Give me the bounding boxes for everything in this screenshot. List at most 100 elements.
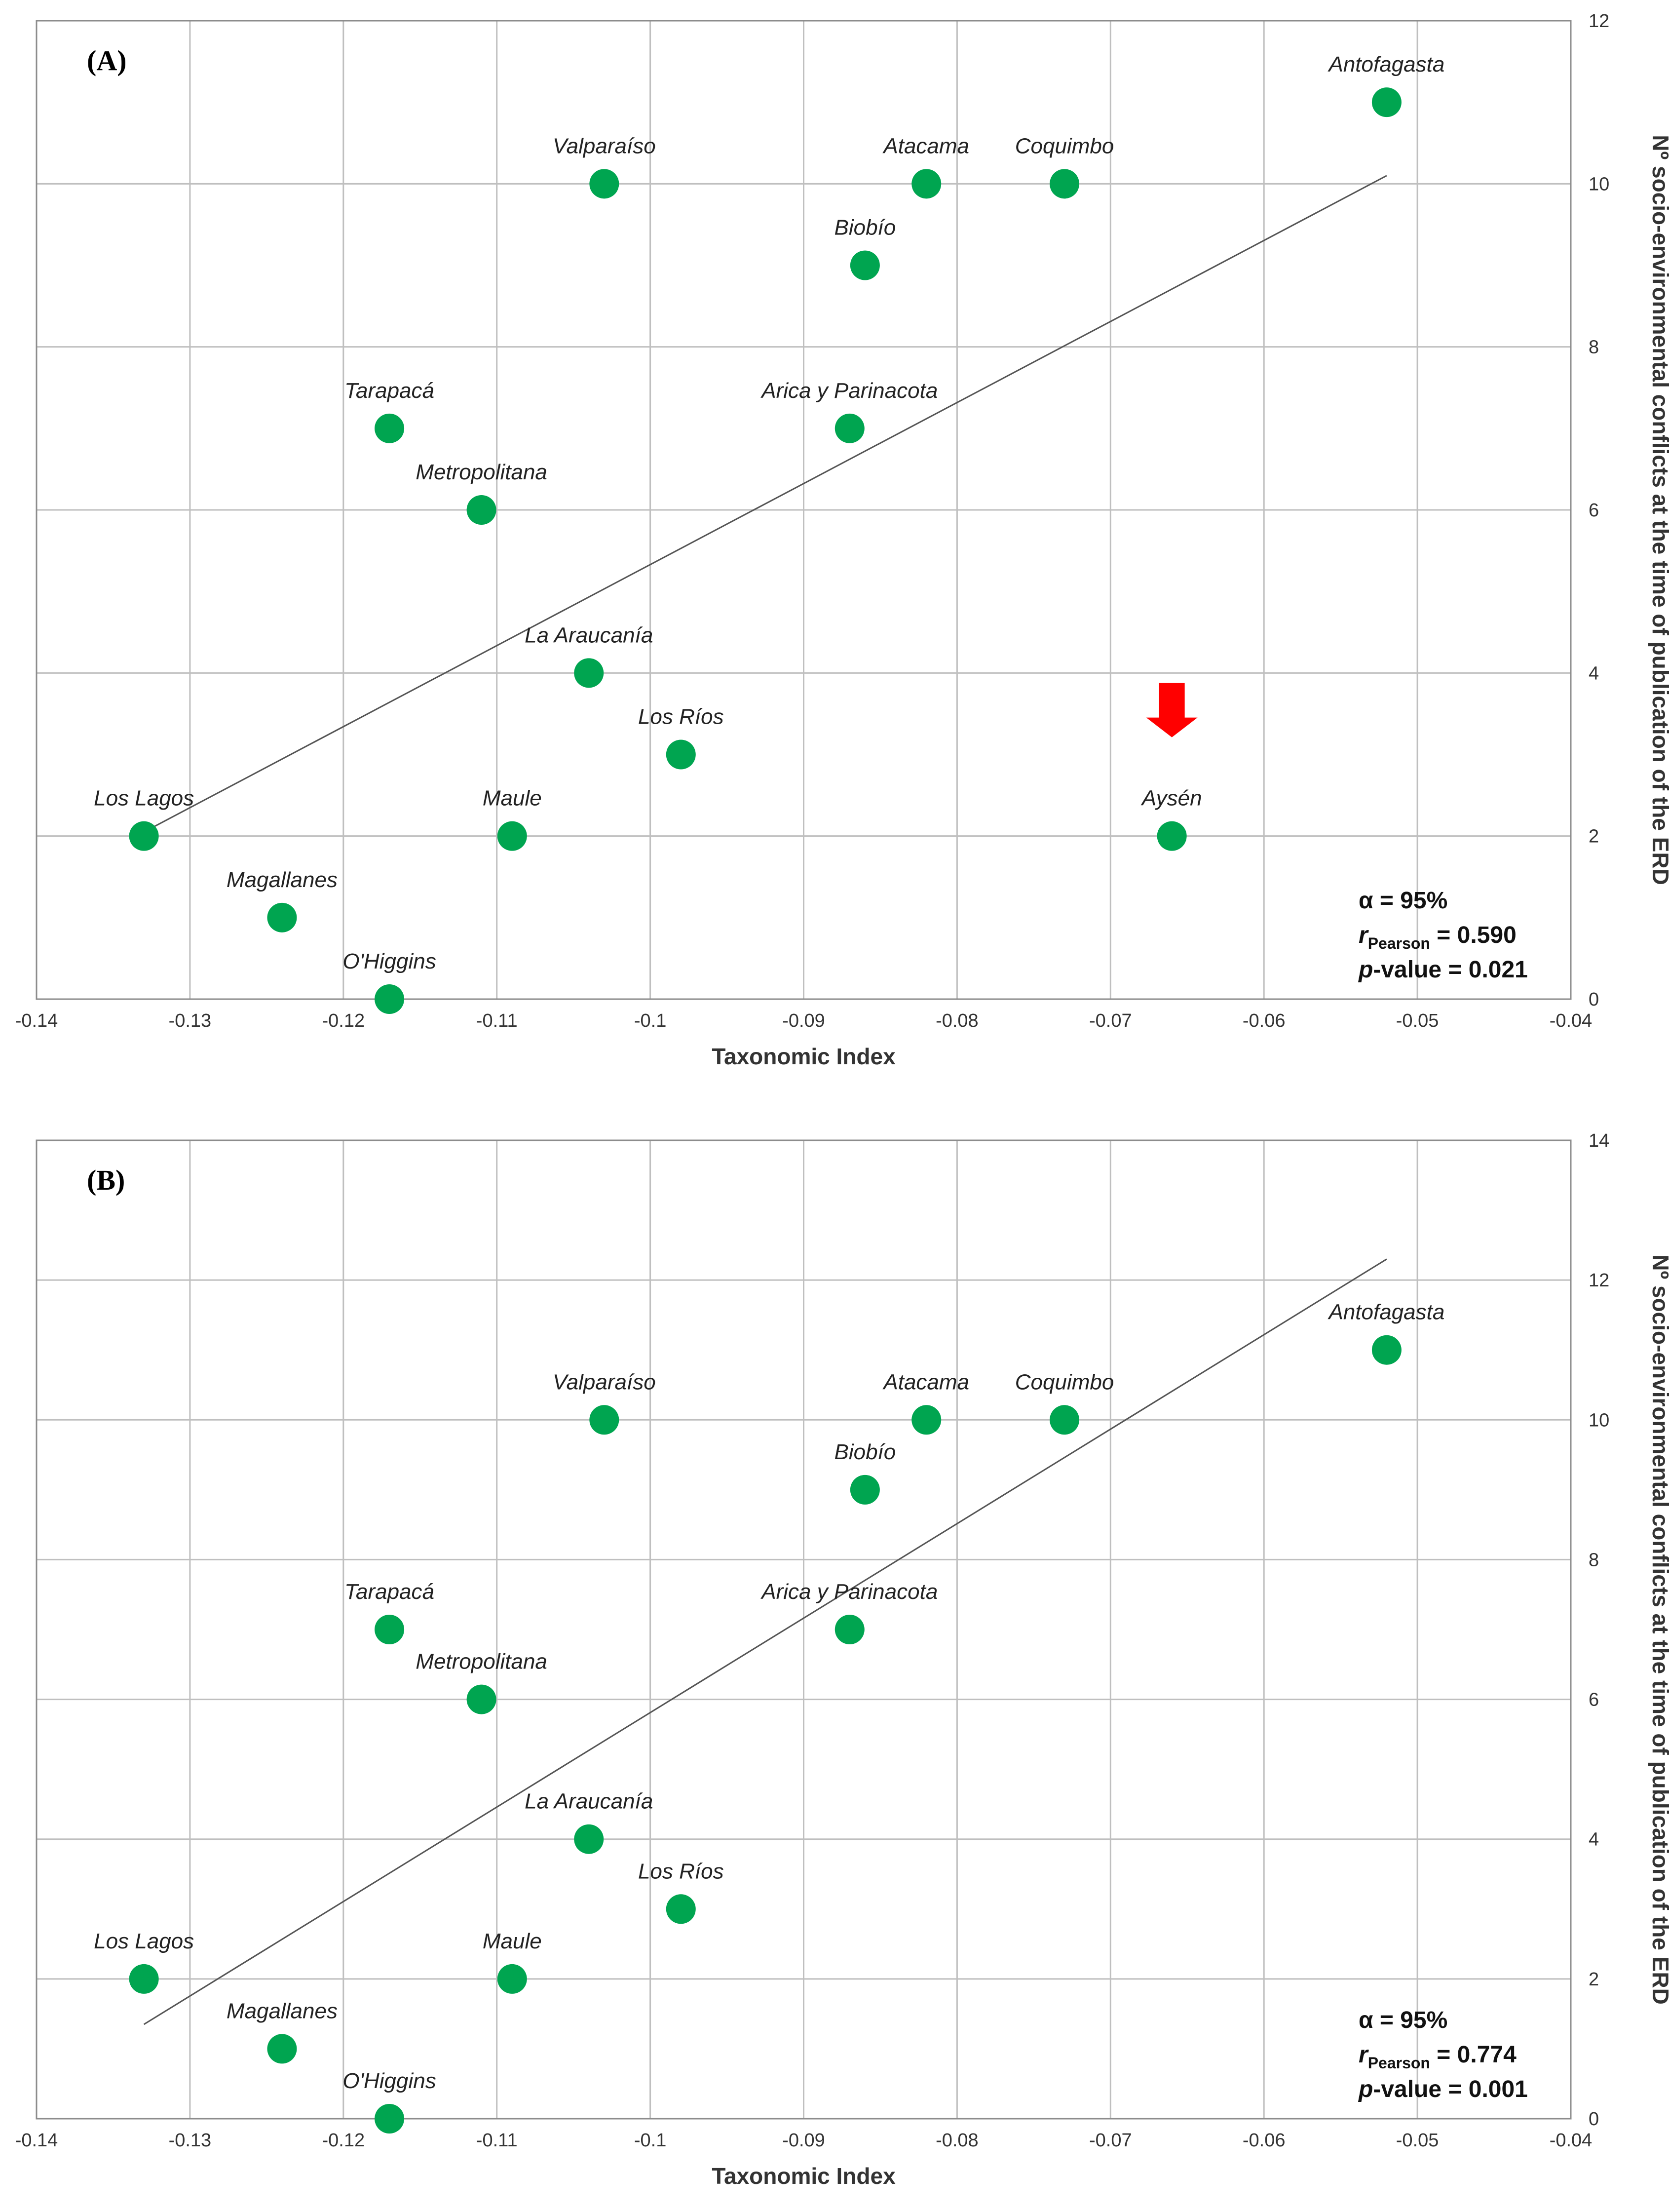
data-point-los-rios [666, 739, 696, 770]
point-label-biobio: Biobío [834, 216, 896, 240]
data-point-arica-y-parinacota [834, 1615, 865, 1644]
data-point-o-higgins [375, 2104, 405, 2134]
point-label-tarapaca: Tarapacá [344, 1580, 434, 1604]
point-label-magallanes: Magallanes [227, 1999, 338, 2023]
y-axis-title: Nº socio-environmental conflicts at the … [1648, 1254, 1669, 2005]
panel-label: (B) [87, 1164, 125, 1196]
point-label-los-rios: Los Ríos [638, 705, 724, 729]
plot-frame [36, 20, 1572, 1000]
trend-line [143, 1258, 1387, 2025]
stats-alpha: α = 95% [1359, 888, 1447, 914]
point-label-arica-y-parinacota: Arica y Parinacota [760, 379, 938, 403]
point-label-o-higgins: O'Higgins [342, 2069, 436, 2093]
point-label-metropolitana: Metropolitana [416, 460, 547, 484]
data-point-los-lagos [129, 821, 159, 851]
x-tick-label: -0.13 [169, 2130, 212, 2151]
chart-panel-b: -0.14 -0.13 -0.12 -0.11 -0.1 -0.09 -0.08 -0.07 -… [15, 1130, 1669, 2189]
data-point-valparaiso [589, 169, 619, 199]
point-label-la-araucania: La Araucanía [525, 623, 653, 647]
point-label-metropolitana: Metropolitana [416, 1650, 547, 1674]
point-label-arica-y-parinacota: Arica y Parinacota [760, 1580, 938, 1604]
point-label-los-lagos: Los Lagos [94, 1929, 194, 1953]
y-tick-label: 0 [1589, 2109, 1599, 2130]
y-tick-label: 12 [1589, 1270, 1609, 1291]
data-point-o-higgins [375, 984, 405, 1014]
stats-pearson: rPearson = 0.590 [1359, 922, 1517, 952]
data-point-antofagasta [1371, 1335, 1402, 1365]
x-tick-label: -0.12 [322, 1010, 365, 1031]
y-tick-label: 10 [1589, 174, 1609, 194]
point-label-tarapaca: Tarapacá [344, 379, 434, 403]
stats-p-value: p-value = 0.001 [1358, 2076, 1528, 2102]
data-point-magallanes [267, 902, 297, 932]
x-tick-label: -0.07 [1089, 1010, 1132, 1031]
x-tick-label: -0.05 [1396, 2130, 1439, 2151]
y-tick-label: 8 [1589, 1550, 1599, 1570]
x-tick-label: -0.06 [1243, 2130, 1286, 2151]
stats-pearson: rPearson = 0.774 [1359, 2042, 1517, 2072]
data-point-antofagasta [1371, 87, 1402, 117]
highlight-arrow-icon [1146, 683, 1198, 737]
data-point-biobio [850, 1475, 880, 1505]
data-point-coquimbo [1050, 169, 1080, 199]
x-tick-label: -0.14 [15, 2130, 58, 2151]
data-point-magallanes [267, 2034, 297, 2064]
y-tick-label: 14 [1589, 1130, 1609, 1151]
y-tick-label: 6 [1589, 1690, 1599, 1710]
y-tick-label: 2 [1589, 1969, 1599, 1990]
data-point-tarapaca [375, 413, 405, 443]
y-tick-label: 0 [1589, 989, 1599, 1010]
data-point-maule [497, 1964, 527, 1994]
stats-p-value: p-value = 0.021 [1358, 957, 1528, 983]
point-label-valparaiso: Valparaíso [553, 134, 656, 158]
trend-line [143, 175, 1387, 833]
point-label-antofagasta: Antofagasta [1327, 52, 1444, 77]
data-point-valparaiso [589, 1405, 619, 1435]
x-tick-label: -0.09 [782, 2130, 825, 2151]
point-label-los-lagos: Los Lagos [94, 786, 194, 811]
data-point-atacama [911, 1405, 942, 1435]
x-tick-label: -0.08 [936, 2130, 979, 2151]
data-point-maule [497, 821, 527, 851]
x-axis-title: Taxonomic Index [712, 1044, 896, 1069]
x-tick-label: -0.12 [322, 2130, 365, 2151]
data-point-los-lagos [129, 1964, 159, 1994]
x-tick-label: -0.06 [1243, 1010, 1286, 1031]
panel-label: (A) [87, 44, 127, 77]
x-tick-label: -0.13 [169, 1010, 212, 1031]
point-label-aysen: Aysén [1140, 786, 1202, 811]
point-label-o-higgins: O'Higgins [342, 949, 436, 973]
y-tick-label: 10 [1589, 1410, 1609, 1431]
data-point-los-rios [666, 1894, 696, 1924]
x-tick-label: -0.08 [936, 1010, 979, 1031]
x-tick-label: -0.04 [1550, 2130, 1593, 2151]
y-tick-label: 4 [1589, 663, 1599, 684]
point-label-magallanes: Magallanes [227, 868, 338, 892]
point-label-valparaiso: Valparaíso [553, 1370, 656, 1394]
plot-frame [36, 1139, 1572, 2120]
data-point-aysen [1157, 821, 1187, 851]
point-label-antofagasta: Antofagasta [1327, 1300, 1444, 1324]
point-label-atacama: Atacama [882, 134, 969, 158]
x-tick-label: -0.07 [1089, 2130, 1132, 2151]
data-point-biobio [850, 250, 880, 280]
y-tick-label: 12 [1589, 11, 1609, 32]
point-label-maule: Maule [483, 1929, 542, 1953]
y-tick-label: 8 [1589, 337, 1599, 358]
point-label-atacama: Atacama [882, 1370, 969, 1394]
x-tick-label: -0.1 [634, 2130, 666, 2151]
point-label-la-araucania: La Araucanía [525, 1789, 653, 1814]
point-label-coquimbo: Coquimbo [1015, 1370, 1114, 1394]
data-point-la-araucania [574, 1824, 604, 1854]
point-label-los-rios: Los Ríos [638, 1859, 724, 1883]
point-label-maule: Maule [483, 786, 542, 811]
x-tick-label: -0.11 [476, 2130, 518, 2151]
data-point-tarapaca [375, 1615, 405, 1644]
point-label-biobio: Biobío [834, 1440, 896, 1464]
x-axis-title: Taxonomic Index [712, 2163, 896, 2189]
x-tick-label: -0.14 [15, 1010, 58, 1031]
data-point-arica-y-parinacota [834, 413, 865, 443]
y-tick-label: 4 [1589, 1829, 1599, 1850]
x-tick-label: -0.05 [1396, 1010, 1439, 1031]
data-point-metropolitana [466, 495, 496, 525]
